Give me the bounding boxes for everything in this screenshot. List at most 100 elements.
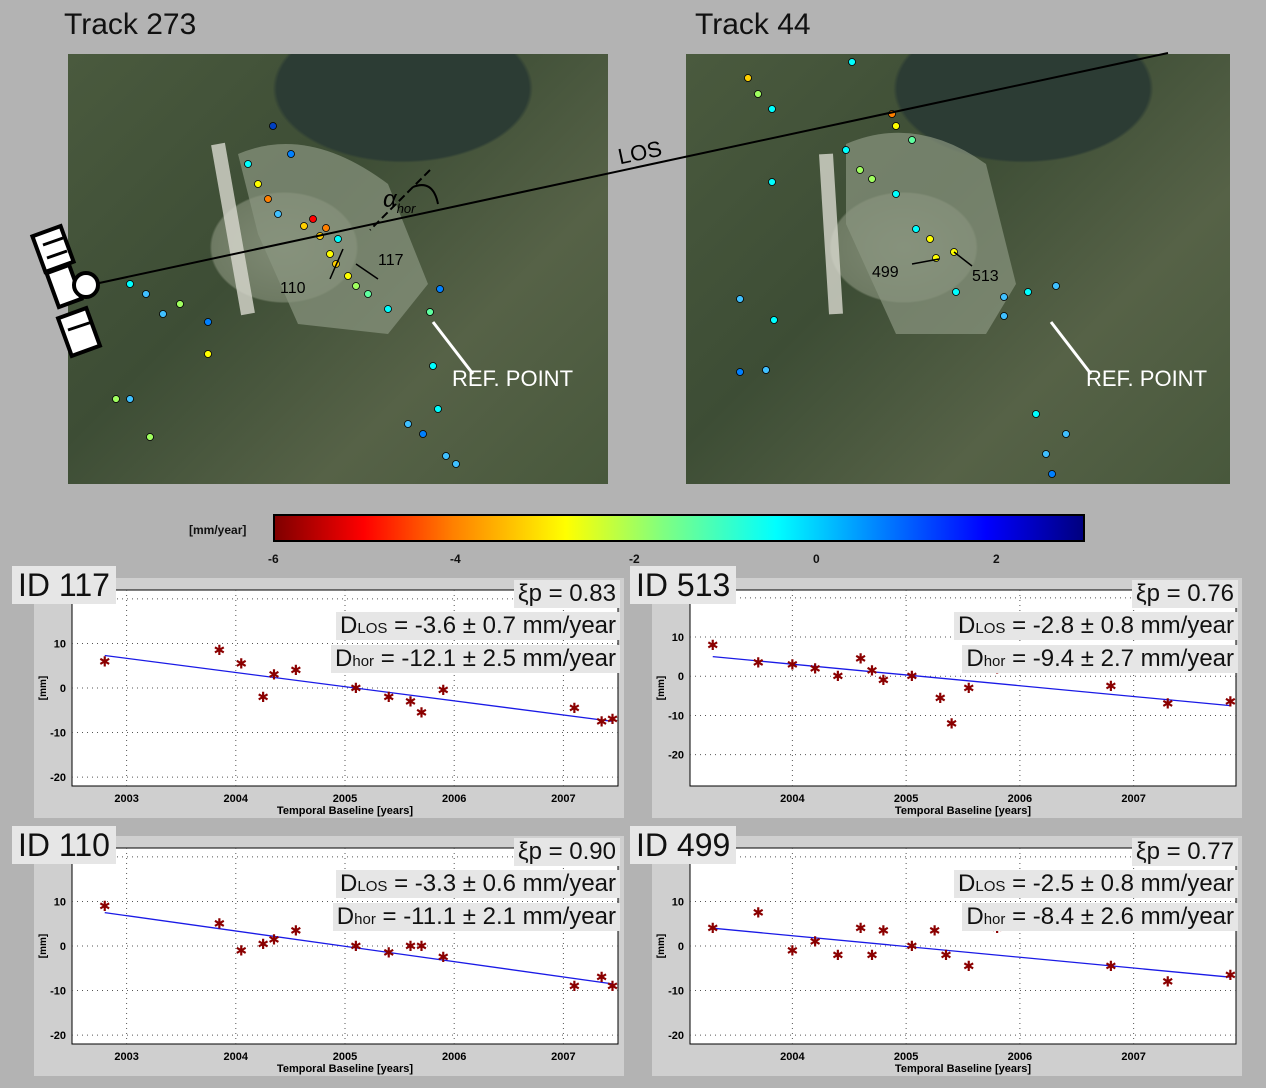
los-overlay bbox=[29, 52, 1169, 359]
data-point: ✱ bbox=[707, 920, 719, 936]
y-tick-label: 0 bbox=[678, 671, 684, 683]
data-point: ✱ bbox=[607, 978, 619, 994]
colorbar-unit: [mm/year] bbox=[189, 523, 247, 537]
ps-point bbox=[1062, 430, 1070, 438]
data-point: ✱ bbox=[268, 931, 280, 947]
data-point: ✱ bbox=[99, 653, 111, 669]
data-point: ✱ bbox=[290, 922, 302, 938]
x-tick-label: 2006 bbox=[1008, 1051, 1032, 1063]
ps-point bbox=[300, 222, 308, 230]
y-tick-label: 10 bbox=[54, 896, 66, 908]
x-tick-label: 2005 bbox=[333, 1051, 357, 1063]
colorbar-tick: -2 bbox=[629, 552, 640, 566]
data-point: ✱ bbox=[416, 705, 428, 721]
x-tick-label: 2003 bbox=[114, 793, 138, 805]
alpha-hor-label: αhor bbox=[383, 186, 416, 216]
data-point: ✱ bbox=[752, 655, 764, 671]
y-tick-label: -20 bbox=[668, 1030, 684, 1042]
ps-point bbox=[452, 460, 460, 468]
point-513-label: 513 bbox=[972, 268, 999, 285]
x-tick-label: 2005 bbox=[333, 793, 357, 805]
ps-point bbox=[364, 290, 372, 298]
colorbar-tick: 0 bbox=[813, 552, 820, 566]
ps-point bbox=[426, 308, 434, 316]
dlos-value: DLOS = -2.8 ± 0.8 mm/year bbox=[954, 612, 1238, 640]
data-point: ✱ bbox=[787, 942, 799, 958]
ps-point bbox=[1000, 293, 1008, 301]
ps-point bbox=[434, 405, 442, 413]
ps-point bbox=[384, 305, 392, 313]
dlos-value: DLOS = -3.3 ± 0.6 mm/year bbox=[336, 870, 620, 898]
ps-point bbox=[326, 250, 334, 258]
ps-point bbox=[309, 215, 317, 223]
dlos-value: DLOS = -2.5 ± 0.8 mm/year bbox=[954, 870, 1238, 898]
ps-point bbox=[429, 362, 437, 370]
x-tick-label: 2005 bbox=[894, 1051, 918, 1063]
y-tick-label: -10 bbox=[50, 728, 66, 740]
data-point: ✱ bbox=[290, 662, 302, 678]
point-117-label: 117 bbox=[378, 252, 404, 269]
point-499-label: 499 bbox=[872, 264, 899, 281]
ps-point bbox=[842, 146, 850, 154]
data-point: ✱ bbox=[1105, 678, 1117, 694]
ps-point bbox=[892, 190, 900, 198]
ps-point bbox=[404, 420, 412, 428]
data-point: ✱ bbox=[855, 920, 867, 936]
data-point: ✱ bbox=[963, 680, 975, 696]
ps-point bbox=[1032, 410, 1040, 418]
y-tick-label: -20 bbox=[50, 772, 66, 784]
y-axis-label: [mm] bbox=[38, 676, 49, 700]
x-tick-label: 2006 bbox=[442, 793, 466, 805]
xi-value: ξp = 0.76 bbox=[1131, 580, 1238, 608]
data-point: ✱ bbox=[929, 922, 941, 938]
data-point: ✱ bbox=[99, 898, 111, 914]
ps-point bbox=[754, 90, 762, 98]
x-tick-label: 2006 bbox=[1008, 793, 1032, 805]
ps-point bbox=[126, 395, 134, 403]
data-point: ✱ bbox=[809, 934, 821, 950]
ps-point bbox=[322, 224, 330, 232]
ps-point bbox=[142, 290, 150, 298]
data-point: ✱ bbox=[416, 938, 428, 954]
xi-value: ξp = 0.77 bbox=[1131, 838, 1238, 866]
ps-point bbox=[736, 368, 744, 376]
y-tick-label: -10 bbox=[50, 986, 66, 998]
ps-point bbox=[287, 150, 295, 158]
data-point: ✱ bbox=[437, 682, 449, 698]
data-point: ✱ bbox=[752, 905, 764, 921]
dhor-value: Dhor = -9.4 ± 2.7 mm/year bbox=[962, 645, 1238, 673]
data-point: ✱ bbox=[350, 938, 362, 954]
data-point: ✱ bbox=[809, 660, 821, 676]
data-point: ✱ bbox=[940, 947, 952, 963]
ps-point bbox=[244, 160, 252, 168]
y-tick-label: 0 bbox=[60, 941, 66, 953]
y-tick-label: 10 bbox=[54, 638, 66, 650]
x-axis-label: Temporal Baseline [years] bbox=[277, 1063, 413, 1075]
y-tick-label: 0 bbox=[678, 941, 684, 953]
data-point: ✱ bbox=[437, 949, 449, 965]
y-tick-label: -20 bbox=[50, 1030, 66, 1042]
y-tick-label: -10 bbox=[668, 710, 684, 722]
ps-point bbox=[744, 74, 752, 82]
data-point: ✱ bbox=[946, 715, 958, 731]
track-44-title: Track 44 bbox=[695, 8, 811, 41]
track-44-map: 499 513 REF. POINT bbox=[686, 54, 1230, 484]
x-tick-label: 2003 bbox=[114, 1051, 138, 1063]
data-point: ✱ bbox=[214, 642, 226, 658]
ps-point bbox=[1052, 282, 1060, 290]
data-point: ✱ bbox=[855, 651, 867, 667]
data-point: ✱ bbox=[1162, 696, 1174, 712]
data-point: ✱ bbox=[832, 668, 844, 684]
ps-point bbox=[204, 318, 212, 326]
fit-line bbox=[104, 654, 613, 723]
id-label: ID 499 bbox=[630, 826, 737, 864]
ps-point bbox=[762, 366, 770, 374]
data-point: ✱ bbox=[383, 689, 395, 705]
xi-value: ξp = 0.83 bbox=[513, 580, 620, 608]
ps-point bbox=[768, 178, 776, 186]
ps-point bbox=[848, 58, 856, 66]
data-point: ✱ bbox=[568, 978, 580, 994]
fit-line bbox=[712, 927, 1231, 978]
colorbar-tick: -6 bbox=[268, 552, 279, 566]
data-point: ✱ bbox=[383, 945, 395, 961]
